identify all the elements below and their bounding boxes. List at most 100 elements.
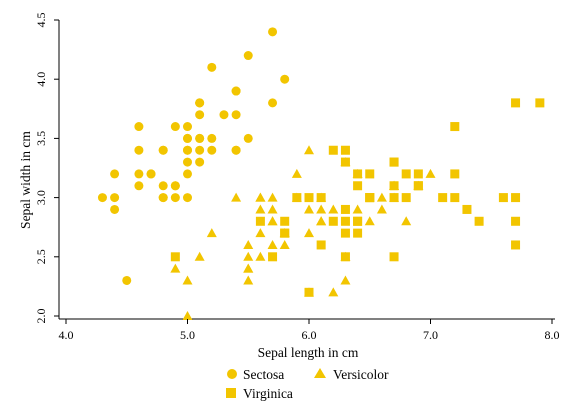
data-point-sectosa xyxy=(183,169,192,179)
data-point-virginica xyxy=(340,157,350,167)
data-point-virginica xyxy=(389,193,399,203)
data-point-sectosa xyxy=(134,122,144,132)
data-point-sectosa xyxy=(195,145,205,155)
data-point-sectosa xyxy=(243,133,253,143)
data-point-virginica xyxy=(462,204,472,214)
data-point-versicolor xyxy=(304,145,314,155)
data-point-sectosa xyxy=(183,145,192,155)
data-point-versicolor xyxy=(206,228,217,238)
y-axis-ticks: 2.0 2.5 3.0 3.5 4.0 4.5 xyxy=(34,13,59,324)
data-point-sectosa xyxy=(158,181,168,191)
legend-marker-versicolor xyxy=(314,368,326,378)
data-point-versicolor xyxy=(267,239,278,249)
data-point-sectosa xyxy=(195,157,205,167)
plot-area: 4.0 5.0 6.0 7.0 8.0 2.0 2.5 3.0 3.5 4.0 4.5 xyxy=(34,13,560,343)
data-point-sectosa xyxy=(231,145,241,155)
data-point-versicolor xyxy=(267,204,278,214)
data-point-sectosa xyxy=(170,193,180,203)
x-axis-title: Sepal length in cm xyxy=(258,345,359,360)
data-point-versicolor xyxy=(243,263,254,273)
data-point-virginica xyxy=(474,216,484,226)
data-point-virginica xyxy=(304,287,314,297)
data-point-virginica xyxy=(340,145,350,155)
y-tick-label: 4.5 xyxy=(34,13,48,28)
data-point-virginica xyxy=(511,98,521,108)
data-point-sectosa xyxy=(183,133,192,143)
data-point-virginica xyxy=(450,122,460,132)
data-markers xyxy=(97,27,545,320)
x-tick-label: 8.0 xyxy=(545,328,560,342)
x-tick-label: 4.0 xyxy=(59,328,74,342)
data-point-versicolor xyxy=(304,204,314,214)
data-point-sectosa xyxy=(195,98,205,108)
data-point-sectosa xyxy=(122,275,132,285)
data-point-virginica xyxy=(340,252,350,262)
y-tick-label: 2.0 xyxy=(34,309,48,324)
x-tick-label: 7.0 xyxy=(423,328,438,342)
data-point-versicolor xyxy=(182,275,193,285)
data-point-virginica xyxy=(268,252,278,262)
data-point-sectosa xyxy=(110,169,120,179)
data-point-sectosa xyxy=(170,122,180,132)
data-point-sectosa xyxy=(268,27,278,37)
data-point-virginica xyxy=(340,216,350,226)
data-point-sectosa xyxy=(97,193,107,203)
data-point-virginica xyxy=(413,169,423,179)
data-point-virginica xyxy=(401,169,411,179)
data-point-versicolor xyxy=(170,263,181,273)
data-point-sectosa xyxy=(170,181,180,191)
data-point-versicolor xyxy=(255,251,266,261)
x-tick-label: 5.0 xyxy=(180,328,195,342)
data-point-versicolor xyxy=(194,251,205,261)
data-point-versicolor xyxy=(243,239,254,249)
data-point-versicolor xyxy=(255,204,266,214)
data-point-versicolor xyxy=(243,275,254,285)
data-point-sectosa xyxy=(110,204,120,214)
data-point-virginica xyxy=(413,181,423,191)
data-point-sectosa xyxy=(146,169,156,179)
data-point-sectosa xyxy=(207,133,217,143)
data-point-virginica xyxy=(292,193,302,203)
data-point-versicolor xyxy=(231,192,242,202)
legend-label-sectosa: Sectosa xyxy=(243,367,284,382)
data-point-virginica xyxy=(438,193,448,203)
data-point-virginica xyxy=(328,145,338,155)
data-point-versicolor xyxy=(291,168,302,178)
data-point-virginica xyxy=(389,181,399,191)
data-point-versicolor xyxy=(255,192,266,202)
data-point-sectosa xyxy=(183,193,192,203)
data-point-virginica xyxy=(353,181,363,191)
data-point-sectosa xyxy=(183,157,192,167)
data-point-sectosa xyxy=(195,110,205,120)
data-point-virginica xyxy=(328,216,338,226)
y-tick-label: 2.5 xyxy=(34,249,48,264)
data-point-virginica xyxy=(511,240,521,250)
data-point-virginica xyxy=(280,216,290,226)
data-point-virginica xyxy=(353,216,363,226)
y-tick-label: 4.0 xyxy=(34,72,48,87)
data-point-virginica xyxy=(401,193,411,203)
data-point-versicolor xyxy=(279,239,290,249)
data-point-versicolor xyxy=(328,204,339,214)
data-point-versicolor xyxy=(340,275,351,285)
data-point-virginica xyxy=(511,216,521,226)
data-point-virginica xyxy=(365,193,375,203)
data-point-versicolor xyxy=(267,192,278,202)
data-point-sectosa xyxy=(231,110,241,120)
data-point-sectosa xyxy=(195,133,205,143)
legend: Sectosa Versicolor Virginica xyxy=(226,367,389,401)
data-point-virginica xyxy=(316,240,326,250)
legend-label-versicolor: Versicolor xyxy=(333,367,389,382)
data-point-versicolor xyxy=(243,251,254,261)
data-point-virginica xyxy=(535,98,545,108)
data-point-virginica xyxy=(389,252,399,262)
y-tick-label: 3.5 xyxy=(34,131,48,146)
data-point-virginica xyxy=(316,193,326,203)
data-point-virginica xyxy=(450,169,460,179)
data-point-versicolor xyxy=(267,216,278,226)
data-point-versicolor xyxy=(364,216,375,226)
data-point-sectosa xyxy=(207,145,217,155)
data-point-virginica xyxy=(389,157,399,167)
data-point-sectosa xyxy=(243,51,253,61)
